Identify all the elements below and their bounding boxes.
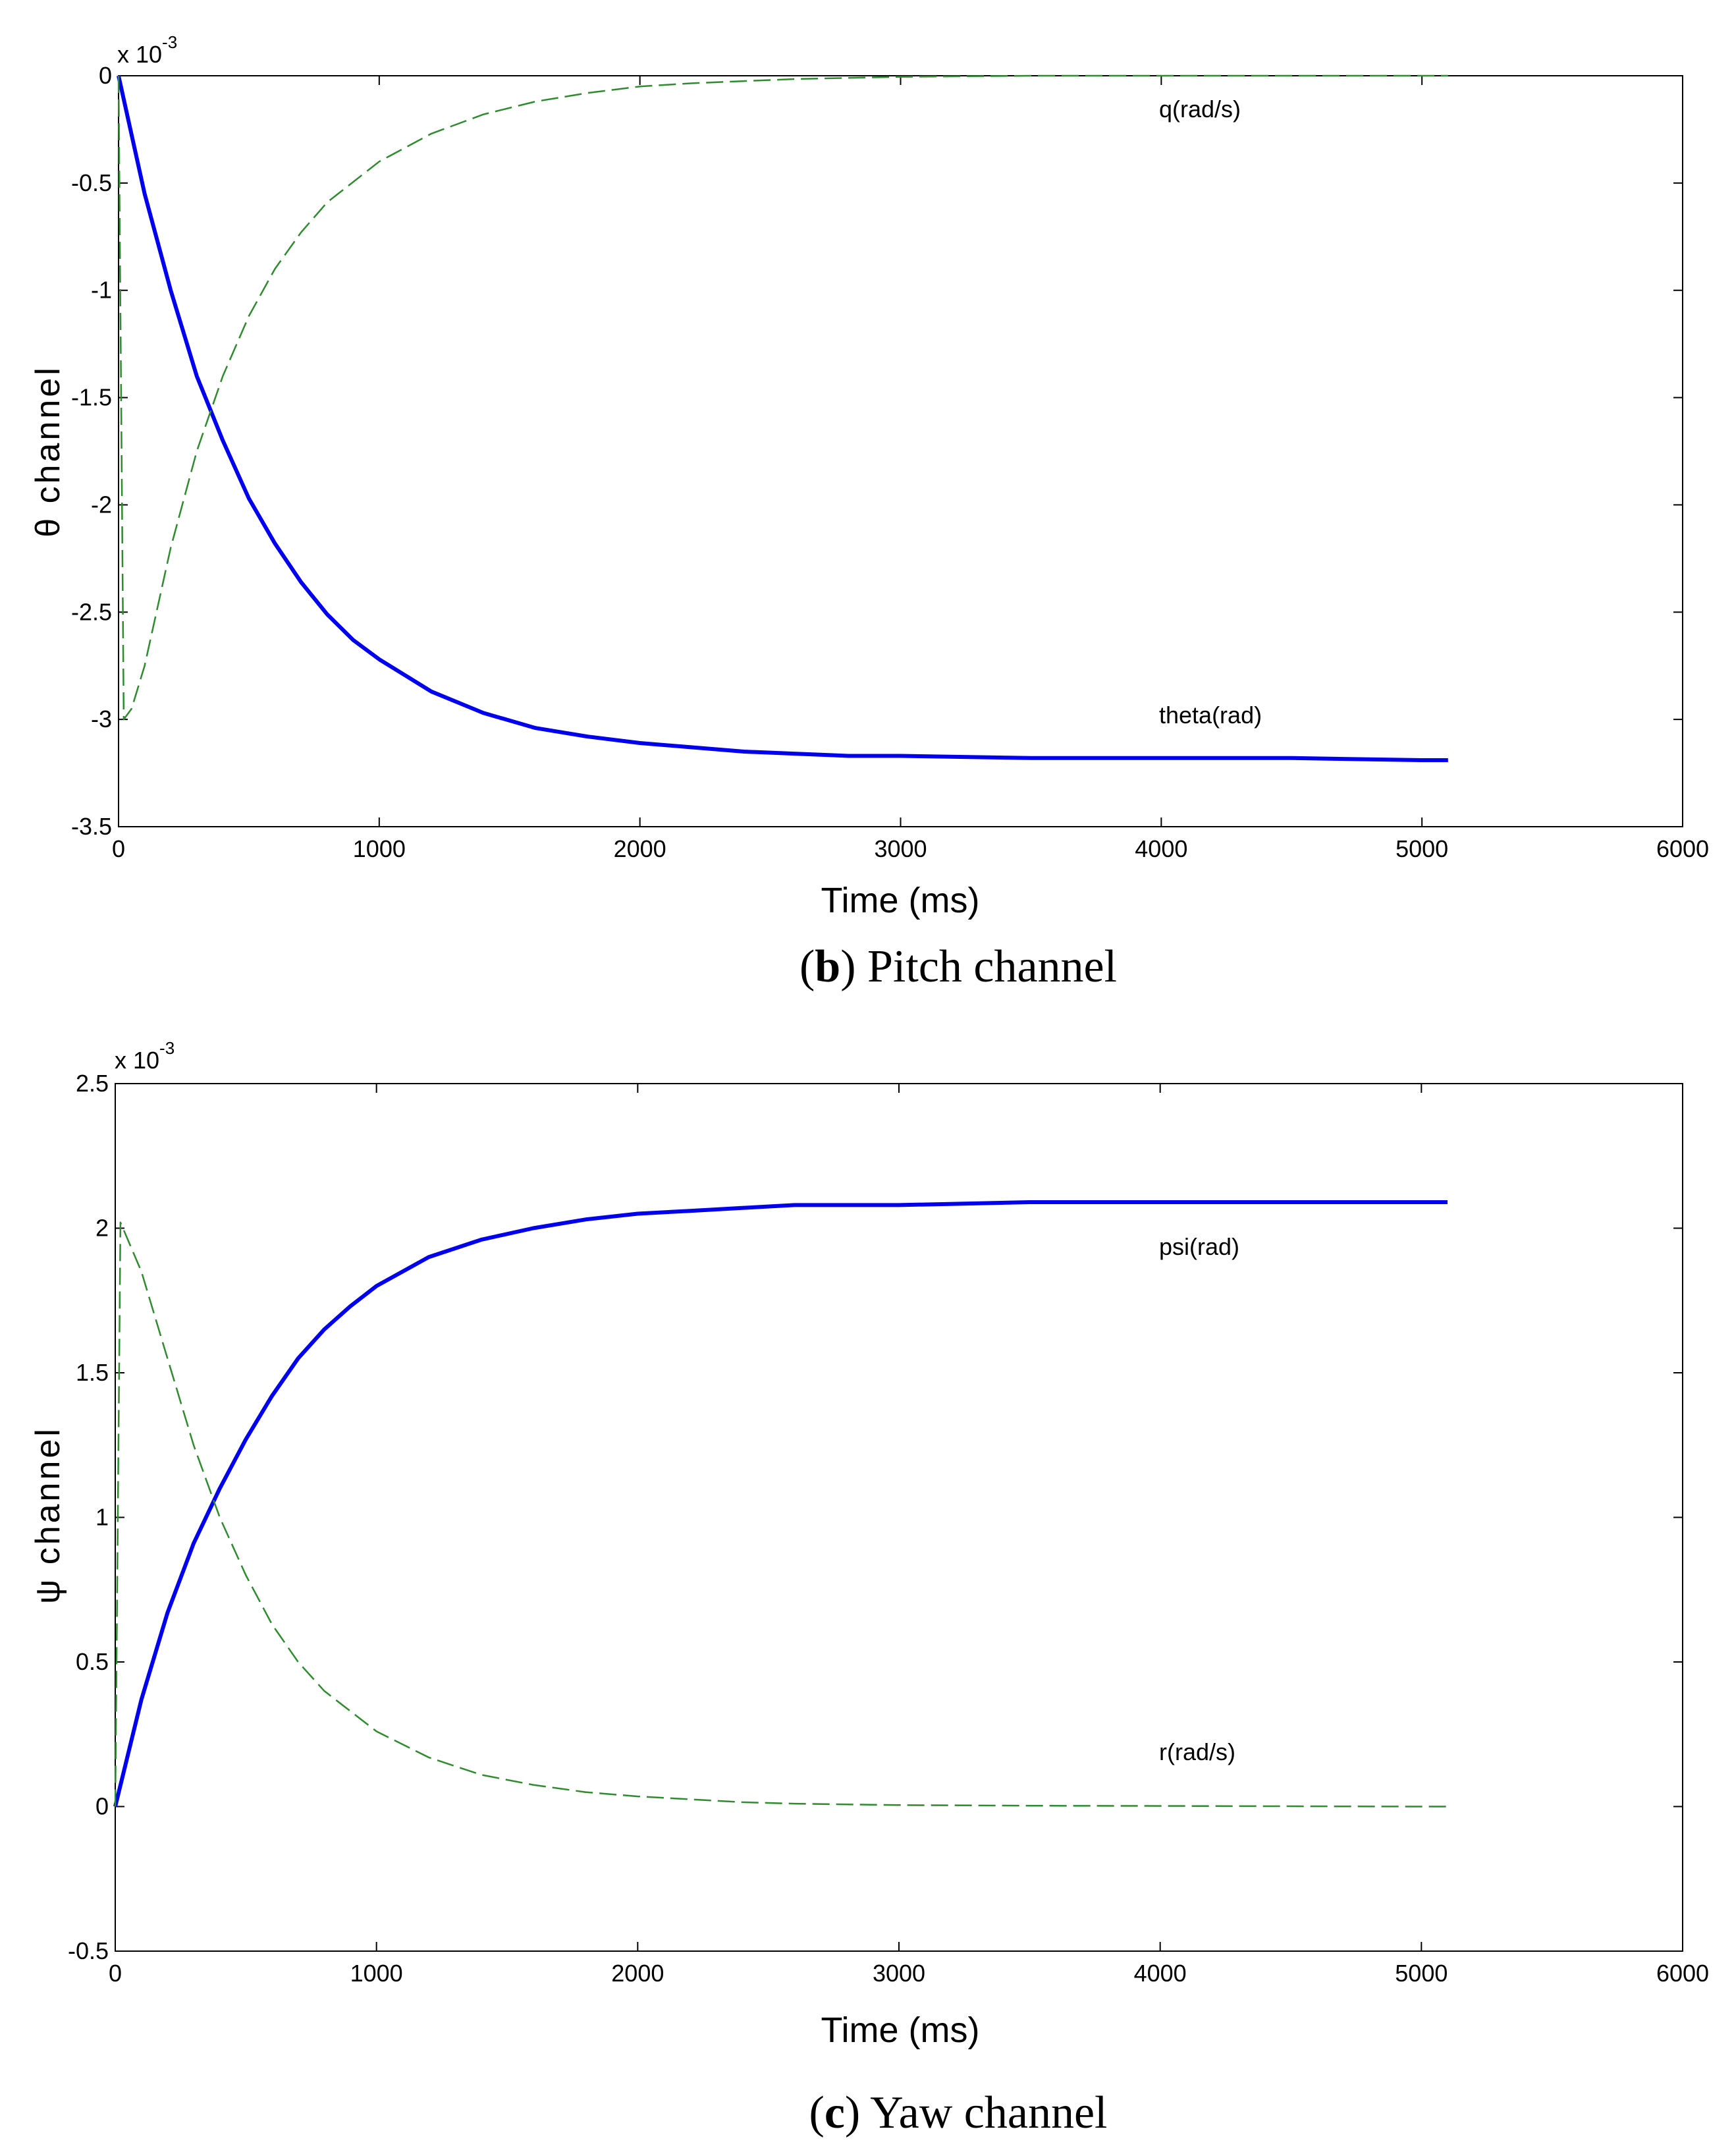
exponent-power: -3 [159,1038,175,1058]
y-tick-label: 2 [95,1215,109,1242]
y-tick-label: 2.5 [76,1070,109,1097]
y-tick-label: 0 [99,62,112,89]
exponent-power: -3 [162,32,177,52]
caption-close-paren: ) [840,941,855,992]
y-tick-label: -2 [91,491,112,518]
x-tick-label: 5000 [1395,835,1448,862]
x-axis-label: Time (ms) [821,2010,980,2050]
x-tick-label: 0 [112,835,125,862]
caption-letter: b [815,941,840,992]
x-tick-label: 4000 [1135,835,1187,862]
caption-text: Yaw channel [860,2087,1107,2138]
x-tick-label: 6000 [1656,835,1709,862]
x-tick-label: 3000 [873,1960,925,1987]
series-annotation: r(rad/s) [1159,1738,1235,1765]
series-annotation: q(rad/s) [1159,96,1241,123]
x-tick-label: 0 [109,1960,122,1987]
caption-open-paren: ( [809,2087,825,2138]
y-tick-label: -3.5 [71,813,112,840]
x-tick-label: 3000 [874,835,927,862]
y-tick-label: 1 [95,1504,109,1531]
caption-open-paren: ( [799,941,815,992]
x-tick-label: 5000 [1395,1960,1448,1987]
x-axis-label: Time (ms) [821,881,980,920]
plot-frame [115,1083,1683,1952]
y-tick-label: 0.5 [76,1648,109,1675]
plot-frame [118,75,1683,827]
y-axis-label: θ channel [29,365,67,538]
exponent-base: x 10 [115,1047,159,1074]
series-annotation: psi(rad) [1159,1233,1239,1260]
caption-close-paren: ) [845,2087,860,2138]
y-axis-label: ψ channel [29,1426,67,1604]
x-tick-label: 1000 [353,835,406,862]
y-tick-label: 0 [95,1793,109,1820]
y-tick-label: -0.5 [68,1937,109,1964]
x-tick-label: 6000 [1656,1960,1709,1987]
x-tick-label: 4000 [1134,1960,1187,1987]
y-tick-label: -2.5 [71,598,112,625]
panel-caption: (b) Pitch channel [799,941,1117,992]
chart-panel-pitch: 0 1000 2000 3000 4000 5000 6000 -3.5 -3 -2.5 -2 -1.… [29,32,1709,992]
y-tick-label: -0.5 [71,169,112,196]
series-line-qrads [117,74,1448,721]
series-annotation: theta(rad) [1159,702,1262,729]
x-tick-label: 2000 [614,835,666,862]
series-line-psirad [113,1200,1448,1808]
axis-exponent-label: x 10-3 [115,1038,175,1074]
caption-letter: c [825,2087,845,2138]
chart-panel-yaw: 0 1000 2000 3000 4000 5000 6000-0.500.511.522.… [29,1038,1709,2138]
axis-exponent-label: x 10-3 [117,32,177,68]
series-line-rrads [114,1221,1448,1808]
exponent-base: x 10 [117,41,162,68]
y-tick-label: -1 [91,277,112,304]
x-tick-label: 2000 [611,1960,664,1987]
y-tick-label: 1.5 [76,1359,109,1386]
y-tick-label: -3 [91,705,112,732]
x-tick-label: 1000 [350,1960,403,1987]
series-line-thetarad [117,75,1448,762]
caption-text: Pitch channel [856,941,1118,992]
y-tick-label: -1.5 [71,384,112,411]
panel-caption: (c) Yaw channel [809,2087,1108,2138]
